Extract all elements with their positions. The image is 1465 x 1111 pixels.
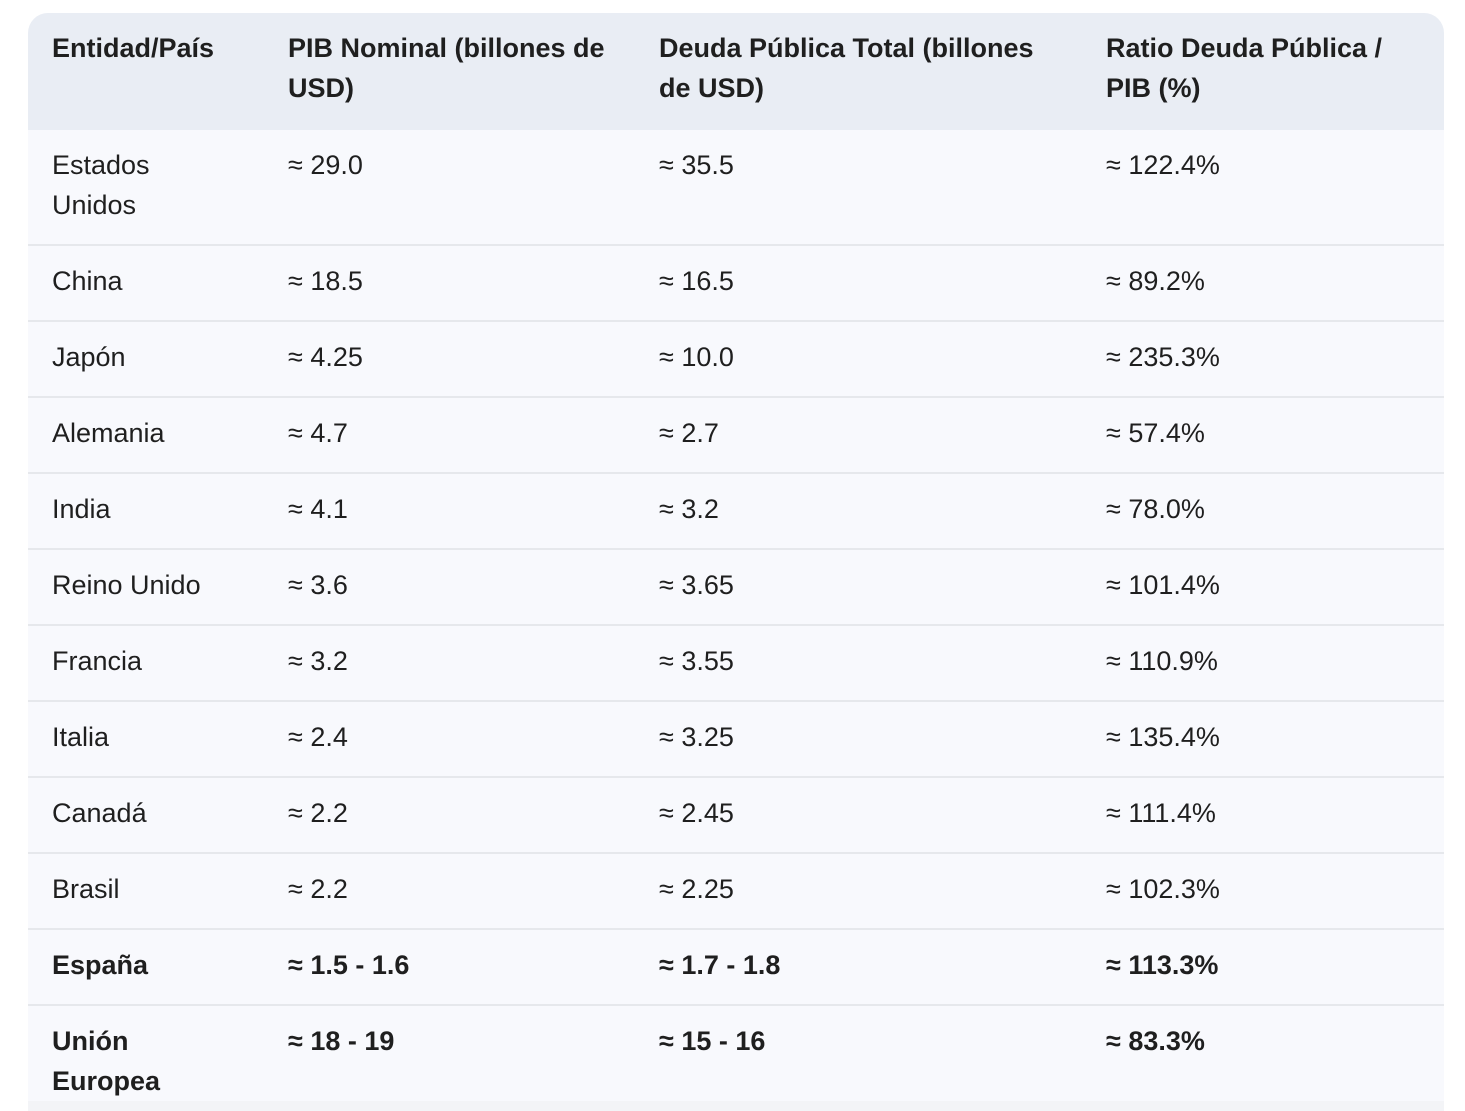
cell-debt: ≈ 3.55 [635, 625, 1082, 702]
cell-entity: Brasil [28, 853, 264, 930]
cell-entity: Unión Europea [52, 1026, 161, 1096]
table-row: Canadá ≈ 2.2 ≈ 2.45 ≈ 111.4% [28, 777, 1444, 854]
cell-ratio: ≈ 83.3% [1106, 1026, 1205, 1056]
cell-gdp: ≈ 18 - 19 [288, 1026, 395, 1056]
cell-entity: China [28, 245, 264, 322]
cell-gdp: ≈ 3.6 [264, 549, 635, 626]
cell-gdp: ≈ 4.1 [264, 473, 635, 550]
cell-entity: Alemania [28, 397, 264, 474]
cell-entity: Italia [28, 701, 264, 778]
cell-debt: ≈ 16.5 [635, 245, 1082, 322]
cell-ratio: ≈ 57.4% [1082, 397, 1444, 474]
cell-ratio: ≈ 110.9% [1082, 625, 1444, 702]
table-body: Estados Unidos ≈ 29.0 ≈ 35.5 ≈ 122.4% Ch… [28, 130, 1444, 1111]
header-row: Entidad/País PIB Nominal (billones de US… [28, 13, 1444, 130]
cell-entity: España [28, 929, 264, 1006]
table-row: China ≈ 18.5 ≈ 16.5 ≈ 89.2% [28, 245, 1444, 322]
cell-debt: ≈ 2.45 [635, 777, 1082, 854]
cell-ratio: ≈ 111.4% [1082, 777, 1444, 854]
cell-gdp: ≈ 1.5 - 1.6 [264, 929, 635, 1006]
cell-ratio: ≈ 135.4% [1082, 701, 1444, 778]
table-row: Brasil ≈ 2.2 ≈ 2.25 ≈ 102.3% [28, 853, 1444, 930]
cell-entity: Estados Unidos [28, 130, 264, 246]
cell-ratio: ≈ 89.2% [1082, 245, 1444, 322]
cell-debt: ≈ 2.25 [635, 853, 1082, 930]
cell-gdp: ≈ 29.0 [264, 130, 635, 246]
cell-ratio: ≈ 102.3% [1082, 853, 1444, 930]
cell-entity: Japón [28, 321, 264, 398]
cell-entity: Canadá [28, 777, 264, 854]
debt-gdp-table-container: Entidad/País PIB Nominal (billones de US… [28, 13, 1444, 1111]
header-gdp: PIB Nominal (billones de USD) [288, 33, 605, 103]
table-row: Francia ≈ 3.2 ≈ 3.55 ≈ 110.9% [28, 625, 1444, 702]
cell-debt: ≈ 3.65 [635, 549, 1082, 626]
cell-ratio: ≈ 113.3% [1082, 929, 1444, 1006]
table-row: Italia ≈ 2.4 ≈ 3.25 ≈ 135.4% [28, 701, 1444, 778]
cell-debt: ≈ 2.7 [635, 397, 1082, 474]
cell-ratio: ≈ 122.4% [1082, 130, 1444, 246]
cell-gdp: ≈ 3.2 [264, 625, 635, 702]
cell-gdp: ≈ 2.4 [264, 701, 635, 778]
cell-debt: ≈ 3.25 [635, 701, 1082, 778]
cell-entity: Reino Unido [28, 549, 264, 626]
table-header: Entidad/País PIB Nominal (billones de US… [28, 13, 1444, 130]
cell-gdp: ≈ 2.2 [264, 853, 635, 930]
cell-gdp: ≈ 4.7 [264, 397, 635, 474]
debt-gdp-table: Entidad/País PIB Nominal (billones de US… [28, 13, 1444, 1111]
cell-ratio: ≈ 101.4% [1082, 549, 1444, 626]
cell-debt: ≈ 10.0 [635, 321, 1082, 398]
cell-debt: ≈ 3.2 [635, 473, 1082, 550]
table-row: Estados Unidos ≈ 29.0 ≈ 35.5 ≈ 122.4% [28, 130, 1444, 246]
cell-gdp: ≈ 2.2 [264, 777, 635, 854]
cell-debt: ≈ 1.7 - 1.8 [635, 929, 1082, 1006]
cell-debt: ≈ 35.5 [635, 130, 1082, 246]
cell-ratio: ≈ 78.0% [1082, 473, 1444, 550]
cell-ratio: ≈ 235.3% [1082, 321, 1444, 398]
header-entity: Entidad/País [52, 33, 215, 63]
header-debt: Deuda Pública Total (billones de USD) [659, 33, 1034, 103]
cell-gdp: ≈ 4.25 [264, 321, 635, 398]
header-ratio: Ratio Deuda Pública / PIB (%) [1106, 33, 1383, 103]
cell-entity: Francia [28, 625, 264, 702]
table-row: India ≈ 4.1 ≈ 3.2 ≈ 78.0% [28, 473, 1444, 550]
cell-gdp: ≈ 18.5 [264, 245, 635, 322]
table-row: Japón ≈ 4.25 ≈ 10.0 ≈ 235.3% [28, 321, 1444, 398]
table-row: Alemania ≈ 4.7 ≈ 2.7 ≈ 57.4% [28, 397, 1444, 474]
table-row-highlight: Unión Europea ≈ 18 - 19 ≈ 15 - 16 ≈ 83.3… [28, 1005, 1444, 1111]
cell-debt: ≈ 15 - 16 [659, 1026, 766, 1056]
cell-entity: India [28, 473, 264, 550]
table-row-highlight: España ≈ 1.5 - 1.6 ≈ 1.7 - 1.8 ≈ 113.3% [28, 929, 1444, 1006]
table-footer-strip [28, 1101, 1444, 1111]
table-row: Reino Unido ≈ 3.6 ≈ 3.65 ≈ 101.4% [28, 549, 1444, 626]
